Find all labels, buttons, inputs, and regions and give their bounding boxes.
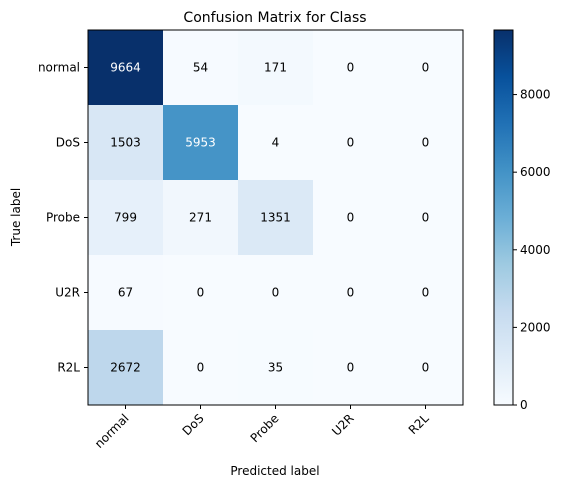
heatmap-cell [238, 105, 313, 180]
y-tick-label: U2R [55, 286, 80, 300]
cell-value-label: 35 [268, 361, 283, 375]
y-tick-label: normal [38, 61, 80, 75]
colorbar-tick-label: 0 [520, 398, 528, 412]
heatmap-cell [88, 255, 163, 330]
heatmap-cell [88, 330, 163, 405]
heatmap-cell [388, 330, 463, 405]
cell-value-label: 54 [193, 61, 208, 75]
x-tick-label: Probe [248, 411, 282, 445]
cell-value-label: 0 [197, 286, 205, 300]
cell-value-label: 5953 [185, 136, 216, 150]
cell-value-labels: 9664 54 171 0 0 1503 5953 4 0 0 799 271 1351 0 0 67 0 0 0 0… [110, 61, 429, 375]
cell-value-label: 0 [347, 136, 355, 150]
cell-value-label: 1503 [110, 136, 141, 150]
heatmap-cell [388, 255, 463, 330]
heatmap-cell [238, 30, 313, 105]
cell-value-label: 171 [264, 61, 287, 75]
cell-value-label: 799 [114, 211, 137, 225]
colorbar [493, 29, 514, 406]
heatmap-cell [388, 105, 463, 180]
y-axis-ticks: normal DoS Probe U2R R2L [38, 61, 88, 375]
y-tick-label: R2L [57, 361, 80, 375]
cell-value-label: 0 [197, 361, 205, 375]
heatmap-cell [313, 255, 388, 330]
cell-value-label: 1351 [260, 211, 291, 225]
cell-value-label: 0 [347, 286, 355, 300]
cell-value-label: 0 [347, 361, 355, 375]
colorbar-tick-label: 2000 [520, 320, 551, 334]
colorbar-tick-label: 4000 [520, 243, 551, 257]
chart-title: Confusion Matrix for Class [183, 10, 366, 26]
heatmap-cell [313, 180, 388, 255]
cell-value-label: 0 [422, 61, 430, 75]
colorbar-tick-label: 6000 [520, 165, 551, 179]
heatmap-cell [88, 105, 163, 180]
colorbar-ticks: 0 2000 4000 6000 8000 [513, 88, 551, 412]
x-axis-ticks: normal DoS Probe U2R R2L [92, 405, 432, 451]
cell-value-label: 0 [422, 211, 430, 225]
y-tick-label: Probe [46, 211, 80, 225]
cell-value-label: 0 [422, 361, 430, 375]
x-tick-label: U2R [329, 411, 356, 438]
cell-value-label: 67 [118, 286, 133, 300]
x-tick-label: DoS [180, 411, 207, 438]
cell-value-label: 9664 [110, 61, 141, 75]
heatmap-cell [388, 180, 463, 255]
heatmap-cell [238, 330, 313, 405]
heatmap-cell [163, 180, 238, 255]
heatmap-cell [388, 30, 463, 105]
x-axis-label: Predicted label [230, 464, 319, 478]
x-tick-label: R2L [406, 411, 432, 437]
heatmap-cell [238, 180, 313, 255]
cell-value-label: 0 [347, 61, 355, 75]
heatmap-cell [88, 30, 163, 105]
heatmap-cell [313, 330, 388, 405]
heatmap-cell [163, 30, 238, 105]
cell-value-label: 0 [272, 286, 280, 300]
heatmap-cells [88, 30, 463, 405]
cell-value-label: 4 [272, 136, 280, 150]
cell-value-label: 0 [422, 286, 430, 300]
x-tick-label: normal [92, 411, 132, 451]
cell-value-label: 2672 [110, 361, 141, 375]
heatmap-cell [163, 255, 238, 330]
heatmap-cell [163, 330, 238, 405]
heatmap-cell [313, 30, 388, 105]
colorbar-tick-label: 8000 [520, 88, 551, 102]
cell-value-label: 271 [189, 211, 212, 225]
heatmap-cell [238, 255, 313, 330]
y-tick-label: DoS [56, 136, 80, 150]
y-axis-label: True label [9, 188, 23, 247]
cell-value-label: 0 [347, 211, 355, 225]
cell-value-label: 0 [422, 136, 430, 150]
heatmap-cell [88, 180, 163, 255]
heatmap-cell [163, 105, 238, 180]
heatmap-cell [313, 105, 388, 180]
